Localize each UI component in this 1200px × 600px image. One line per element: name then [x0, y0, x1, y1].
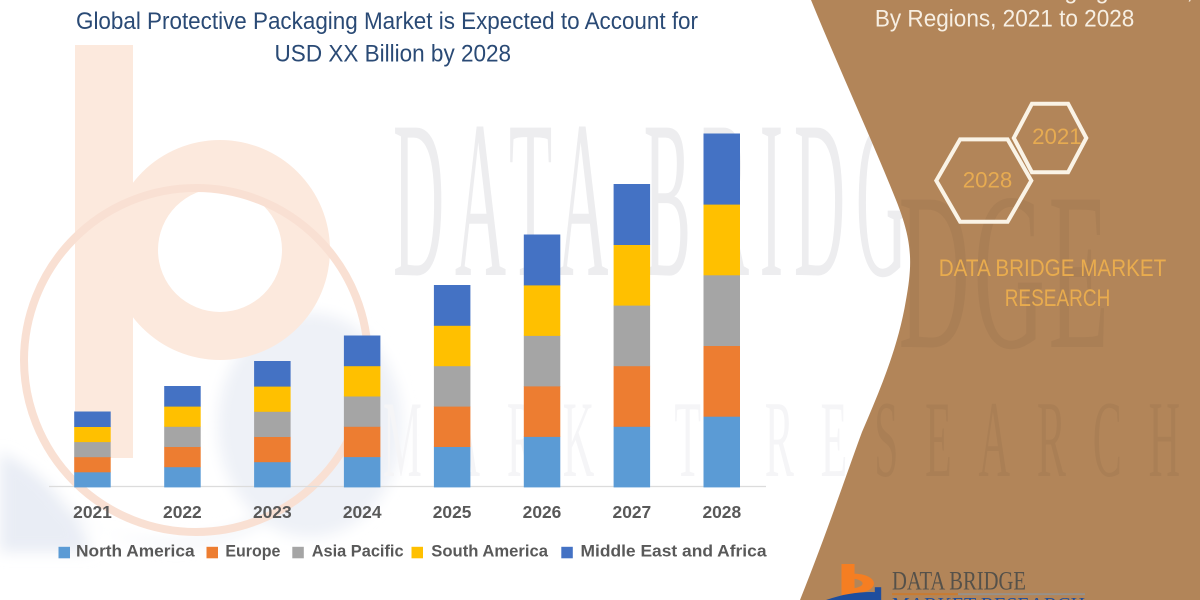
svg-text:DATA BRIDGE: DATA BRIDGE: [892, 565, 1026, 595]
svg-text:Asia Pacific: Asia Pacific: [312, 542, 404, 560]
svg-text:2022: 2022: [163, 502, 202, 522]
svg-text:2021: 2021: [73, 502, 112, 522]
svg-text:North America: North America: [76, 542, 195, 560]
svg-text:2027: 2027: [613, 502, 652, 522]
svg-text:2024: 2024: [343, 502, 382, 522]
svg-text:2023: 2023: [253, 502, 292, 522]
svg-text:RESEARCH: RESEARCH: [1005, 285, 1111, 312]
svg-text:2021: 2021: [1032, 124, 1082, 149]
svg-text:Global Protective Packaging Ma: Global Protective Packaging Market is Ex…: [76, 8, 698, 35]
svg-text:Global Protective Packaging Ma: Global Protective Packaging Market,: [815, 0, 1193, 5]
svg-text:USD XX Billion by 2028: USD XX Billion by 2028: [275, 41, 512, 68]
svg-text:MARKET RESEARCH: MARKET RESEARCH: [892, 594, 1085, 600]
svg-text:2025: 2025: [433, 502, 472, 522]
svg-text:2028: 2028: [702, 502, 741, 522]
svg-text:DATA BRIDGE MARKET: DATA BRIDGE MARKET: [939, 255, 1167, 282]
svg-text:Europe: Europe: [225, 542, 280, 560]
svg-text:2026: 2026: [523, 502, 562, 522]
svg-text:By Regions, 2021 to 2028: By Regions, 2021 to 2028: [875, 5, 1135, 32]
svg-text:2028: 2028: [963, 168, 1013, 193]
svg-text:South America: South America: [431, 542, 549, 560]
svg-text:Middle East and Africa: Middle East and Africa: [581, 542, 768, 560]
